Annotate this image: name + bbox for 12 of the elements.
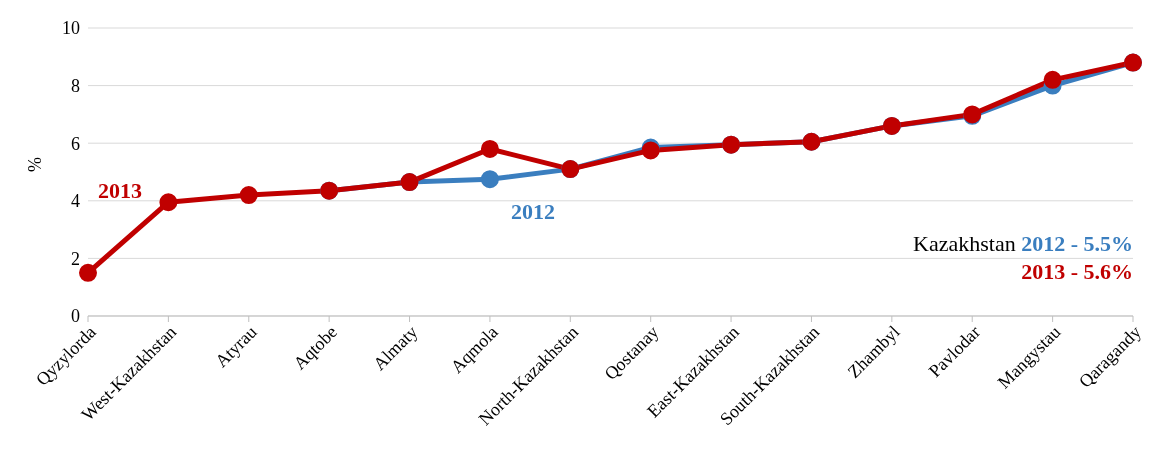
y-tick-label: 6: [71, 133, 80, 154]
series-label: 2012: [510, 199, 555, 225]
y-axis-title: %: [25, 157, 46, 172]
annotation: 2012 - 5.5%: [1021, 231, 1133, 256]
annotation: 2013 - 5.6%: [1021, 259, 1133, 284]
y-tick-label: 8: [71, 75, 80, 96]
y-tick-label: 2: [71, 248, 80, 269]
y-tick-label: 0: [71, 306, 80, 327]
series-label: 2013: [98, 177, 142, 203]
y-tick-label: 4: [71, 191, 80, 212]
y-tick-label: 10: [62, 18, 80, 39]
annotation: Kazakhstan: [913, 231, 1016, 256]
